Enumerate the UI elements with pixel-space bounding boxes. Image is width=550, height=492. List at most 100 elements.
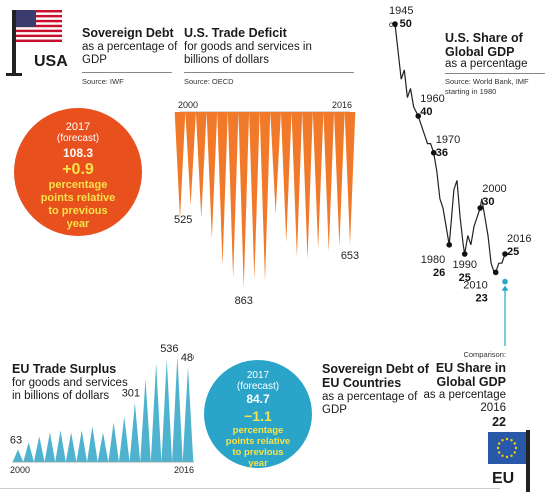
eu-trade-label-mid: 301	[122, 387, 140, 399]
eu-flag-star	[498, 451, 501, 454]
eu-debt-title: Sovereign Debt of EU Countries	[322, 362, 429, 390]
eu-trade-spike	[161, 359, 173, 462]
us-debt-rule	[82, 72, 172, 73]
comparison-block: Comparison: EU Share in Global GDP as a …	[420, 350, 506, 429]
eu-debt-forecast: (forecast)	[236, 381, 280, 392]
eu-trade-label-max: 536	[160, 344, 178, 355]
eu-trade-end-label: 2016	[174, 465, 194, 475]
eu-flagpole	[526, 430, 530, 492]
gdp-share-value: 40	[420, 106, 432, 118]
gdp-share-value: 25	[507, 246, 519, 258]
comparison-title: EU Share in Global GDP	[435, 361, 506, 389]
us-trade-start-label: 2000	[178, 100, 198, 110]
us-trade-spike	[270, 112, 281, 214]
gdp-share-year-label: 1970	[436, 134, 460, 146]
eu-trade-spike	[97, 432, 109, 462]
gdp-share-year-label: 1990	[452, 259, 476, 271]
gdp-share-value: 36	[436, 147, 448, 159]
gdp-share-year-label: 1960	[420, 93, 444, 105]
us-debt-year: 2017	[65, 121, 91, 133]
usa-flagpole-base	[6, 73, 22, 76]
eu-flag-star	[505, 437, 509, 441]
eu-trade-surplus-chart: 2000 2016 63 301 536480	[10, 344, 194, 475]
gdp-share-value-label: 40	[420, 106, 432, 118]
flag-stripe	[16, 12, 62, 16]
comparison-year: 2016	[480, 402, 506, 414]
eu-flag-star	[496, 446, 500, 450]
us-trade-spike	[280, 112, 292, 243]
flag-stripe	[16, 34, 62, 38]
comparison-value: 22	[492, 415, 506, 429]
eu-trade-label-first: 63	[10, 435, 22, 447]
eu-debt-subtitle: as a percentage of GDP	[322, 391, 418, 416]
eu-flag-field	[488, 432, 526, 464]
flag-stripe	[16, 29, 62, 33]
gdp-share-value: 50	[400, 18, 412, 30]
eu-trade-start-label: 2000	[10, 465, 30, 475]
eu-trade-title: EU Trade Surplus	[12, 362, 117, 376]
us-trade-spike	[249, 112, 260, 280]
us-trade-spike	[238, 112, 250, 288]
us-trade-subtitle: for goods and services in billions of do…	[184, 41, 312, 66]
gdp-share-dot	[461, 251, 468, 257]
us-trade-spike	[174, 112, 186, 220]
us-trade-label-min: 863	[235, 295, 253, 307]
gdp-share-value: 23	[475, 292, 487, 304]
gdp-share-value: 26	[433, 267, 445, 279]
eu-trade-spike	[118, 416, 130, 462]
gdp-share-prefix: ca	[389, 20, 400, 29]
us-trade-spike	[185, 112, 196, 206]
us-debt-value: 108.3	[62, 146, 94, 160]
eu-trade-subtitle: for goods and services in billions of do…	[12, 377, 128, 402]
gdp-share-value-label: 25	[507, 246, 519, 258]
eu-trade-spike	[33, 436, 45, 462]
us-trade-spike	[291, 112, 303, 257]
us-trade-rule	[184, 72, 354, 73]
flag-stripe	[16, 10, 62, 13]
flag-stripe	[16, 24, 62, 28]
gdp-share-line	[394, 23, 506, 273]
gdp-share-value-label: 23	[475, 292, 487, 304]
gdp-share-dot	[392, 21, 398, 27]
eu-comparison-arrow	[501, 285, 509, 291]
gdp-share-value-label: 30	[482, 196, 494, 208]
gdp-share-year-label: 2010	[463, 279, 487, 291]
gdp-share-source: Source: World Bank, IMF starting in 1980	[445, 77, 529, 96]
us-trade-spike	[302, 112, 313, 259]
eu-flag-icon	[488, 432, 526, 464]
flag-stripe	[16, 14, 62, 18]
us-debt-forecast: (forecast)	[56, 133, 100, 144]
eu-trade-spike	[87, 426, 98, 462]
eu-debt-circle: 2017 (forecast) 84.7 −1.1 percentage poi…	[204, 360, 312, 469]
gdp-share-value: 30	[482, 196, 494, 208]
us-trade-spike	[206, 112, 218, 239]
eu-debt-year: 2017	[246, 370, 270, 381]
gdp-share-dot	[492, 269, 499, 276]
gdp-share-subtitle: as a percentage	[445, 58, 528, 70]
flag-stripe	[16, 17, 62, 21]
flag-stripe	[16, 32, 62, 35]
gdp-share-value-label: 25	[459, 272, 471, 284]
eu-trade-label-last: 480	[181, 352, 194, 364]
eu-trade-spike	[172, 356, 183, 462]
eu-trade-spike	[182, 367, 194, 462]
us-debt-subtitle: as a percentage of GDP	[82, 41, 178, 66]
eu-trade-spike	[108, 422, 119, 462]
usa-flagpole	[12, 10, 16, 76]
usa-flag-icon	[16, 10, 62, 42]
flag-stripe	[16, 27, 62, 30]
eu-label: EU	[492, 470, 515, 487]
gdp-share-dot	[502, 251, 508, 257]
gdp-share-year-label: 2000	[482, 183, 506, 195]
us-debt-title: Sovereign Debt	[82, 26, 174, 40]
eu-flag-star	[501, 454, 504, 457]
eu-trade-spike	[150, 363, 162, 462]
eu-flag-star	[514, 446, 518, 450]
eu-debt-change-note: percentage points relative to previous y…	[225, 425, 291, 469]
comparison-subtitle: as a percentage	[423, 389, 506, 401]
us-trade-label-last: 653	[341, 250, 359, 262]
us-trade-label-first: 525	[174, 214, 192, 226]
us-debt-source: Source: IWF	[82, 77, 124, 86]
us-trade-spike	[259, 112, 271, 282]
gdp-share-year-label: 1945	[389, 5, 413, 17]
